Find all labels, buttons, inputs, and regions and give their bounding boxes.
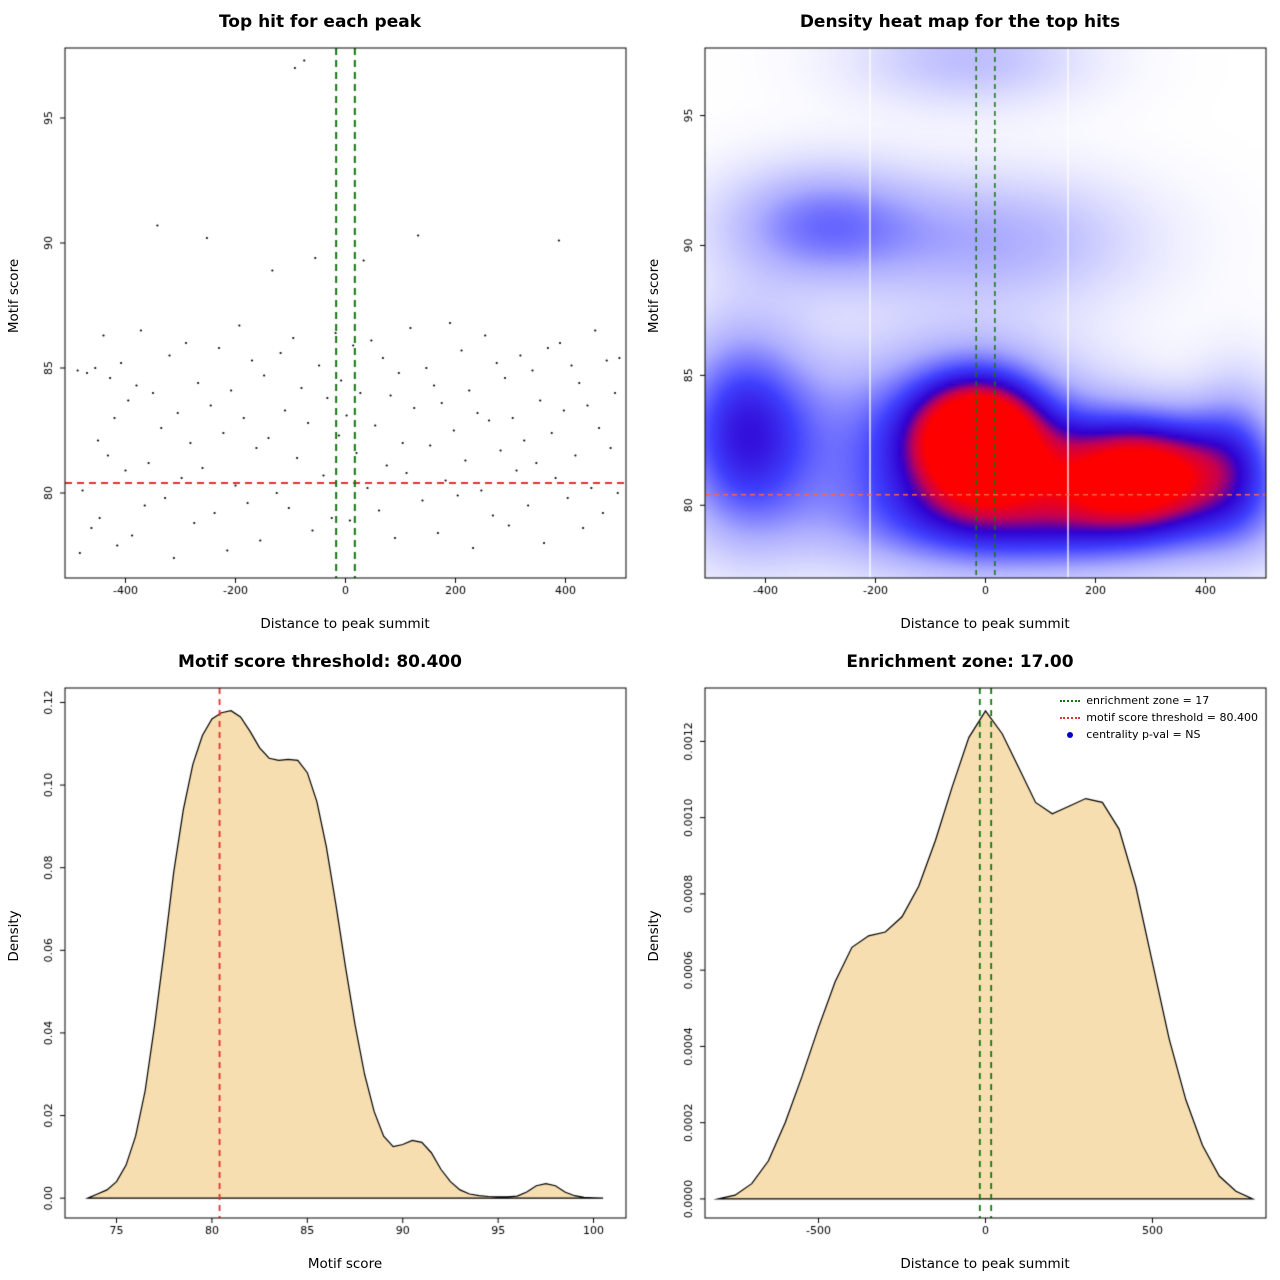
x-axis-label: Distance to peak summit — [260, 616, 430, 632]
chart-title: Density heat map for the top hits — [799, 12, 1121, 32]
legend-item-motif-threshold: motif score threshold = 80.400 — [1060, 709, 1258, 726]
panel-enrichment-zone-density: Enrichment zone: 17.00 Density Distance … — [640, 640, 1280, 1280]
density-plot-canvas — [0, 678, 640, 1250]
legend-item-enrichment-zone: enrichment zone = 17 — [1060, 692, 1258, 709]
density-plot-canvas — [640, 678, 1280, 1250]
heatmap-canvas — [640, 38, 1280, 610]
legend-item-centrality-pval: centrality p-val = NS — [1060, 726, 1258, 743]
legend-label: motif score threshold = 80.400 — [1086, 711, 1258, 724]
panel-density-heatmap: Density heat map for the top hits Motif … — [640, 0, 1280, 640]
chart-title: Top hit for each peak — [218, 12, 422, 32]
dot-icon — [1060, 731, 1080, 738]
x-axis-label: Distance to peak summit — [900, 1256, 1070, 1272]
x-axis-label: Motif score — [307, 1256, 383, 1272]
legend-label: centrality p-val = NS — [1086, 728, 1201, 741]
chart-title: Motif score threshold: 80.400 — [178, 652, 462, 672]
dotted-line-icon — [1060, 699, 1081, 702]
panel-motif-score-density: Motif score threshold: 80.400 Density Mo… — [0, 640, 640, 1280]
chart-title: Enrichment zone: 17.00 — [846, 652, 1074, 672]
legend-label: enrichment zone = 17 — [1086, 694, 1210, 707]
panel-scatter-top-hits: Top hit for each peak Motif score Distan… — [0, 0, 640, 640]
legend: enrichment zone = 17 motif score thresho… — [1060, 692, 1258, 743]
x-axis-label: Distance to peak summit — [900, 616, 1070, 632]
scatter-plot-canvas — [0, 38, 640, 610]
dotted-line-icon — [1060, 716, 1081, 719]
